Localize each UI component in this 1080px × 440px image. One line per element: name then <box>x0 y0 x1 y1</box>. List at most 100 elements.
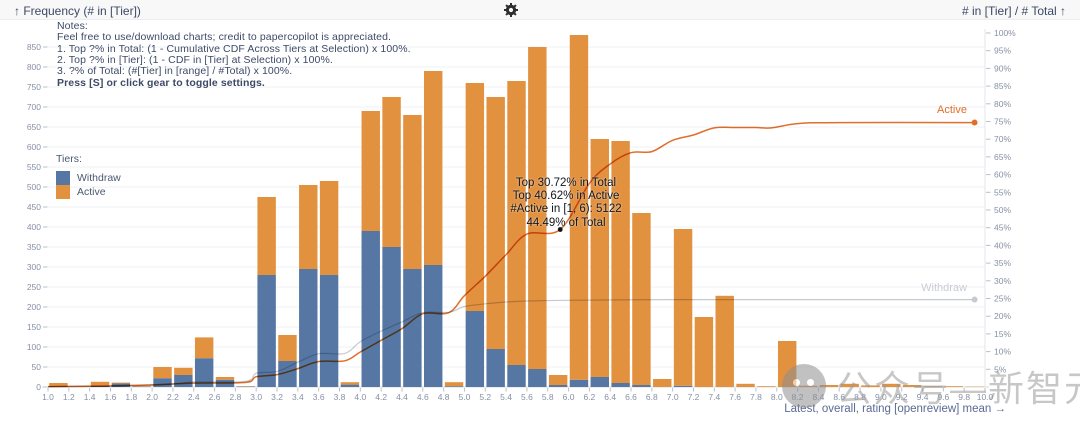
bar-active-5.0[interactable] <box>465 83 485 311</box>
bar-active-6.2[interactable] <box>590 139 609 377</box>
x-tick-label: 7.6 <box>729 392 741 402</box>
bar-active-6.8[interactable] <box>653 379 672 387</box>
x-tick-label: 8.8 <box>854 392 866 402</box>
bar-active-5.4[interactable] <box>507 81 526 365</box>
bar-active-4.0[interactable] <box>361 111 380 231</box>
bar-active-8.0[interactable] <box>777 341 797 387</box>
bar-withdraw-3.2[interactable] <box>278 361 297 387</box>
bar-active-4.6[interactable] <box>424 71 443 265</box>
bar-withdraw-2.0[interactable] <box>153 378 172 387</box>
x-tick-label: 8.6 <box>833 392 845 402</box>
legend-title: Tiers: <box>56 153 82 165</box>
bar-withdraw-3.8[interactable] <box>340 384 360 387</box>
left-tick-label: 250 <box>27 282 41 292</box>
bar-active-4.8[interactable] <box>444 382 464 387</box>
bar-withdraw-2.4[interactable] <box>194 358 214 387</box>
x-tick-label: 1.4 <box>84 392 96 402</box>
bar-active-2.6[interactable] <box>215 377 235 380</box>
bar-active-3.2[interactable] <box>278 335 297 361</box>
bar-active-7.4[interactable] <box>715 295 734 387</box>
bar-active-7.0[interactable] <box>673 229 693 386</box>
bar-active-7.2[interactable] <box>694 317 714 387</box>
x-tick-label: 4.6 <box>417 392 429 402</box>
bar-withdraw-6.4[interactable] <box>611 383 630 387</box>
bar-active-1.4[interactable] <box>90 381 110 386</box>
bar-withdraw-6.2[interactable] <box>590 377 609 387</box>
x-tick-label: 9.0 <box>875 392 887 402</box>
bar-withdraw-5.6[interactable] <box>528 369 547 387</box>
bar-active-3.6[interactable] <box>319 181 339 275</box>
bar-withdraw-5.0[interactable] <box>465 311 485 387</box>
bar-active-1.6[interactable] <box>111 382 131 384</box>
bar-withdraw-6.6[interactable] <box>632 385 651 387</box>
bar-active-3.0[interactable] <box>257 197 276 275</box>
bar-withdraw-4.2[interactable] <box>382 247 401 387</box>
withdraw-swatch <box>56 171 70 185</box>
line-end-dot-withdraw <box>971 296 978 303</box>
bar-withdraw-4.8[interactable] <box>444 386 464 387</box>
bar-active-5.2[interactable] <box>486 97 505 349</box>
bar-active-8.2[interactable] <box>798 385 818 387</box>
bar-withdraw-2.2[interactable] <box>174 375 193 387</box>
bar-withdraw-5.8[interactable] <box>548 385 568 387</box>
right-tick-label: 5% <box>994 364 1007 374</box>
x-tick-label: 9.2 <box>896 392 908 402</box>
bar-withdraw-6.0[interactable] <box>569 379 589 387</box>
bar-active-5.6[interactable] <box>528 47 547 369</box>
bar-active-4.4[interactable] <box>403 115 422 269</box>
x-tick-label: 3.2 <box>271 392 283 402</box>
bar-active-4.2[interactable] <box>382 97 401 247</box>
bar-active-2.2[interactable] <box>174 367 193 375</box>
x-tick-label: 2.8 <box>229 392 241 402</box>
bar-active-1.0[interactable] <box>49 383 68 387</box>
x-tick-label: 2.6 <box>209 392 221 402</box>
bar-active-6.6[interactable] <box>632 213 651 385</box>
bar-active-9.2[interactable] <box>902 385 922 387</box>
right-tick-label: 25% <box>994 294 1011 304</box>
x-tick-label: 4.2 <box>375 392 387 402</box>
bar-withdraw-3.4[interactable] <box>299 269 318 387</box>
right-tick-label: 30% <box>994 276 1011 286</box>
bar-active-3.4[interactable] <box>299 185 318 269</box>
legend-label: Withdraw <box>77 172 121 184</box>
left-tick-label: 500 <box>27 182 41 192</box>
bar-withdraw-7.0[interactable] <box>673 385 693 387</box>
bar-active-9.0[interactable] <box>882 383 901 387</box>
legend-item-active[interactable]: Active <box>56 185 121 199</box>
bar-active-9.4[interactable] <box>923 386 943 387</box>
right-tick-label: 35% <box>994 258 1011 268</box>
left-axis: 0 50 100 150 200 250 300 350 400 450 500 550 600 650 7… <box>27 42 48 392</box>
gear-icon[interactable] <box>503 2 519 18</box>
legend-item-withdraw[interactable]: Withdraw <box>56 171 121 185</box>
bar-withdraw-3.0[interactable] <box>257 275 276 387</box>
top-bar <box>0 0 1080 20</box>
bar-withdraw-4.4[interactable] <box>403 269 422 387</box>
bar-active-9.6[interactable] <box>944 386 963 387</box>
x-tick-label: 5.6 <box>521 392 533 402</box>
bar-withdraw-4.6[interactable] <box>424 265 443 387</box>
bar-withdraw-3.6[interactable] <box>319 275 339 387</box>
bar-active-3.8[interactable] <box>340 382 360 385</box>
x-tick-label: 8.4 <box>813 392 825 402</box>
bar-active-8.6[interactable] <box>840 383 859 387</box>
right-tick-label: 100% <box>994 28 1016 38</box>
legend-label: Active <box>77 186 106 198</box>
bar-active-8.8[interactable] <box>861 385 880 387</box>
bar-active-2.4[interactable] <box>194 337 214 359</box>
bar-active-7.6[interactable] <box>736 383 755 387</box>
bar-active-7.8[interactable] <box>757 386 776 387</box>
bar-withdraw-4.0[interactable] <box>361 231 380 387</box>
selection-marker-dot[interactable] <box>557 227 563 232</box>
tooltip-line: 44.49% of Total <box>526 216 606 229</box>
bar-active-6.4[interactable] <box>611 141 630 383</box>
bar-active-5.8[interactable] <box>548 375 568 385</box>
x-tick-label: 9.4 <box>917 392 929 402</box>
bar-withdraw-5.2[interactable] <box>486 349 505 387</box>
bar-active-2.0[interactable] <box>153 367 172 379</box>
bar-active-6.0[interactable] <box>569 35 589 380</box>
bar-active-8.4[interactable] <box>819 385 839 387</box>
left-tick-label: 450 <box>27 202 41 212</box>
bar-withdraw-5.4[interactable] <box>507 365 526 387</box>
